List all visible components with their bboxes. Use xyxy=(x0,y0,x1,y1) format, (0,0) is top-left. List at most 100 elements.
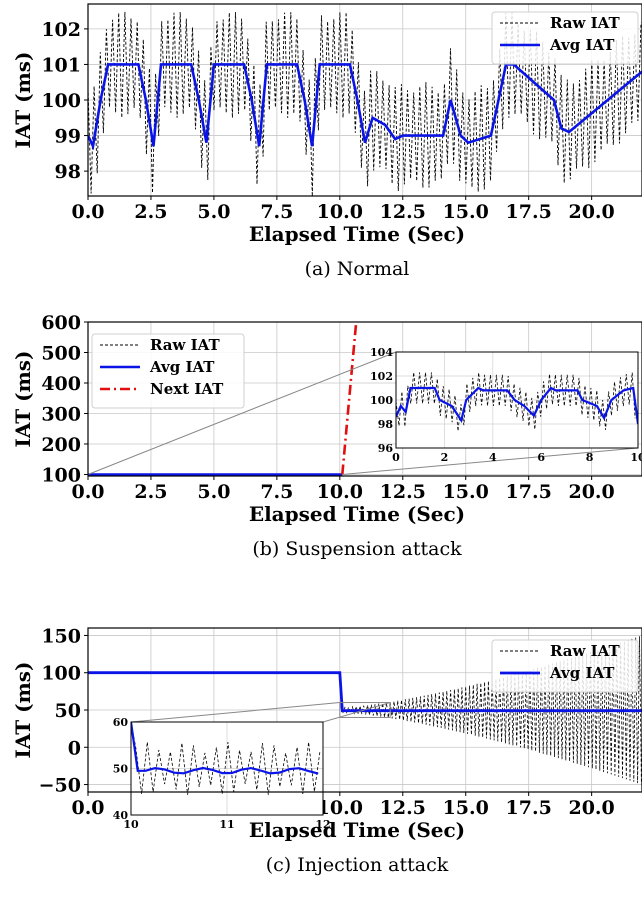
x-axis-label: Elapsed Time (Sec) xyxy=(249,502,465,526)
x-tick-label: 20.0 xyxy=(568,481,614,503)
inset-x-tick-label: 2 xyxy=(441,451,449,464)
x-tick-label: 0.0 xyxy=(71,797,104,819)
inset-series-avg-iat xyxy=(131,722,319,775)
inset-y-tick-label: 104 xyxy=(370,346,393,359)
x-tick-label: 5.0 xyxy=(197,201,230,223)
x-tick-label: 5.0 xyxy=(197,481,230,503)
x-tick-label: 15.0 xyxy=(443,481,489,503)
x-tick-label: 2.5 xyxy=(134,201,167,223)
inset-x-tick-label: 12 xyxy=(315,818,330,831)
panel-1: 0.0 2.5 5.0 7.5 10.0 12.5 15.0 17.5 20.010020030… xyxy=(11,312,642,560)
y-tick-label: 50 xyxy=(55,700,81,722)
inset-y-tick-label: 98 xyxy=(378,418,394,431)
panel-caption: (a) Normal xyxy=(305,258,410,280)
y-axis-label: IAT (ms) xyxy=(11,52,35,149)
y-tick-label: 600 xyxy=(41,312,81,334)
x-tick-label: 0.0 xyxy=(71,481,104,503)
inset-plot: 0 2 4 6 8 10 96 98 100 102 104 xyxy=(370,346,642,464)
y-tick-label: 101 xyxy=(41,54,81,76)
x-tick-label: 17.5 xyxy=(506,797,552,819)
y-tick-label: −50 xyxy=(39,775,81,797)
x-tick-label: 10.0 xyxy=(317,481,363,503)
inset-frame xyxy=(130,721,324,816)
legend-label: Raw IAT xyxy=(550,14,620,32)
legend-label: Avg IAT xyxy=(549,664,615,682)
inset-y-tick-label: 96 xyxy=(378,442,394,455)
x-axis-label: Elapsed Time (Sec) xyxy=(249,222,465,246)
inset-y-tick-label: 60 xyxy=(113,716,129,729)
series-next-iat xyxy=(341,322,358,475)
x-tick-label: 12.5 xyxy=(380,201,426,223)
y-tick-label: 102 xyxy=(41,19,81,41)
legend: Raw IAT Avg IAT xyxy=(491,639,639,693)
inset-x-tick-label: 11 xyxy=(219,818,234,831)
zoom-connector xyxy=(342,447,639,475)
inset-frame xyxy=(395,351,639,449)
x-tick-label: 10.0 xyxy=(317,797,363,819)
zoom-connector xyxy=(87,351,397,475)
y-tick-label: 100 xyxy=(41,90,81,112)
y-tick-label: 99 xyxy=(55,126,81,148)
y-tick-label: 150 xyxy=(41,625,81,647)
y-axis-label: IAT (ms) xyxy=(11,662,35,759)
legend: Raw IAT Avg IAT Next IAT xyxy=(91,333,245,409)
y-tick-label: 0 xyxy=(68,737,81,759)
legend: Raw IAT Avg IAT xyxy=(491,11,639,65)
zoom-connector xyxy=(322,702,391,723)
panel-0: 0.0 2.5 5.0 7.5 10.0 12.5 15.0 17.5 20.0 98 99 100 1… xyxy=(11,3,642,280)
x-tick-label: 12.5 xyxy=(380,481,426,503)
y-tick-label: 500 xyxy=(41,342,81,364)
y-tick-label: 100 xyxy=(41,663,81,685)
panel-caption: (c) Injection attack xyxy=(266,854,449,876)
x-tick-label: 7.5 xyxy=(260,481,293,503)
y-tick-label: 98 xyxy=(55,161,81,183)
x-tick-label: 17.5 xyxy=(506,201,552,223)
y-tick-label: 400 xyxy=(41,373,81,395)
inset-x-tick-label: 0 xyxy=(392,451,400,464)
legend-label: Raw IAT xyxy=(150,336,220,354)
x-tick-label: 15.0 xyxy=(443,797,489,819)
panel-2: 0.02.55.07.510.012.515.017.520.0−5005010… xyxy=(11,625,642,876)
inset-plot: 10 11 12 40 50 60 xyxy=(113,716,331,831)
legend-label: Next IAT xyxy=(150,380,224,398)
x-tick-label: 15.0 xyxy=(443,201,489,223)
inset-y-tick-label: 102 xyxy=(370,370,393,383)
y-tick-label: 100 xyxy=(41,464,81,486)
zoom-connector xyxy=(130,702,340,723)
legend-box xyxy=(491,11,639,65)
y-tick-label: 200 xyxy=(41,434,81,456)
inset-x-tick-label: 8 xyxy=(586,451,594,464)
x-tick-label: 20.0 xyxy=(568,201,614,223)
x-tick-label: 0.0 xyxy=(71,201,104,223)
inset-x-tick-label: 6 xyxy=(537,451,545,464)
legend-label: Avg IAT xyxy=(549,36,615,54)
x-tick-label: 10.0 xyxy=(317,201,363,223)
plot-frame xyxy=(87,321,642,477)
y-tick-label: 300 xyxy=(41,403,81,425)
x-tick-label: 2.5 xyxy=(134,481,167,503)
inset-x-tick-label: 4 xyxy=(489,451,497,464)
x-tick-label: 12.5 xyxy=(380,797,426,819)
inset-y-tick-label: 100 xyxy=(370,394,393,407)
x-tick-label: 7.5 xyxy=(260,201,293,223)
panel-caption: (b) Suspension attack xyxy=(252,538,462,560)
inset-series-raw-iat xyxy=(131,722,321,795)
x-tick-label: 17.5 xyxy=(506,481,552,503)
plot-frame xyxy=(87,3,642,197)
legend-box xyxy=(491,639,639,693)
inset-series-avg-iat xyxy=(396,386,638,425)
inset-x-tick-label: 10 xyxy=(630,451,642,464)
inset-y-tick-label: 50 xyxy=(113,763,129,776)
x-tick-label: 20.0 xyxy=(568,797,614,819)
series-avg-iat xyxy=(88,671,642,713)
legend-label: Raw IAT xyxy=(550,642,620,660)
inset-x-tick-label: 10 xyxy=(123,818,139,831)
y-axis-label: IAT (ms) xyxy=(11,351,35,448)
inset-y-tick-label: 40 xyxy=(113,809,129,822)
x-axis-label: Elapsed Time (Sec) xyxy=(249,818,465,842)
series-avg-iat xyxy=(88,63,642,151)
plot-frame xyxy=(87,627,642,793)
zoom-region xyxy=(339,702,391,718)
legend-label: Avg IAT xyxy=(149,358,215,376)
